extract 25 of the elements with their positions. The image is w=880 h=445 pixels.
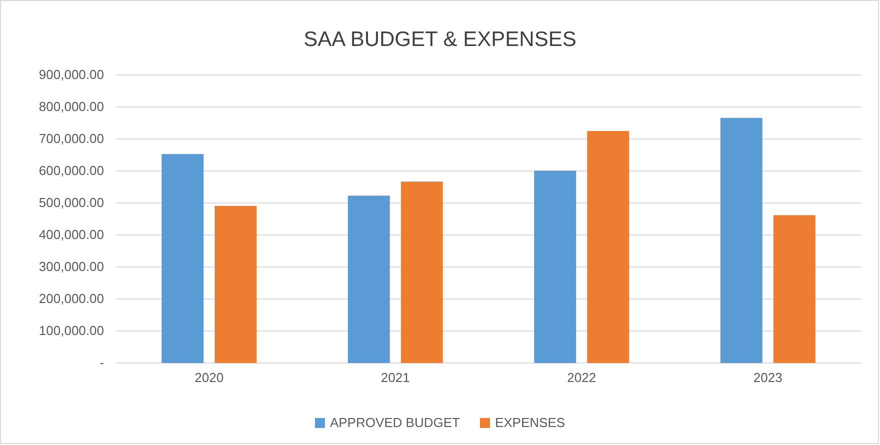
x-tick-label: 2021 <box>380 370 410 386</box>
legend-label: APPROVED BUDGET <box>330 415 460 430</box>
y-tick-label: 700,000.00 <box>38 131 104 146</box>
y-tick-label: 800,000.00 <box>38 99 104 114</box>
y-tick-label: - <box>100 355 104 370</box>
bar <box>720 118 762 363</box>
bar <box>400 182 443 363</box>
chart-title: SAA BUDGET & EXPENSES <box>304 28 576 51</box>
bar <box>214 206 257 363</box>
bar <box>534 170 576 363</box>
y-tick-label: 900,000.00 <box>38 67 104 82</box>
y-tick-label: 500,000.00 <box>38 195 104 210</box>
bar <box>348 196 390 363</box>
y-tick-label: 400,000.00 <box>38 227 104 242</box>
x-tick-label: 2020 <box>194 370 224 386</box>
bar <box>587 131 630 363</box>
y-tick-label: 100,000.00 <box>38 323 104 338</box>
x-tick-label: 2023 <box>753 370 782 386</box>
y-tick-label: 200,000.00 <box>38 291 104 306</box>
bar <box>162 154 204 363</box>
y-tick-label: 600,000.00 <box>38 163 104 178</box>
x-tick-label: 2022 <box>567 370 596 386</box>
legend-label: EXPENSES <box>494 415 566 430</box>
y-tick-label: 300,000.00 <box>38 259 104 274</box>
bar <box>773 215 816 363</box>
